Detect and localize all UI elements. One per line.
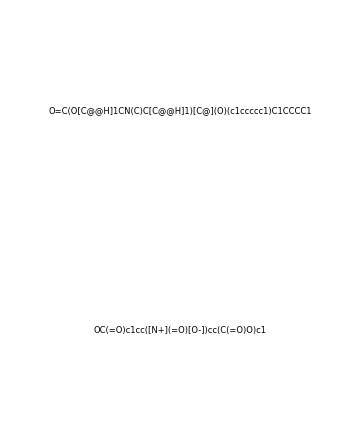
- Text: O=C(O[C@@H]1CN(C)C[C@@H]1)[C@](O)(c1ccccc1)C1CCCC1: O=C(O[C@@H]1CN(C)C[C@@H]1)[C@](O)(c1cccc…: [49, 106, 312, 115]
- Text: OC(=O)c1cc([N+](=O)[O-])cc(C(=O)O)c1: OC(=O)c1cc([N+](=O)[O-])cc(C(=O)O)c1: [94, 326, 267, 335]
